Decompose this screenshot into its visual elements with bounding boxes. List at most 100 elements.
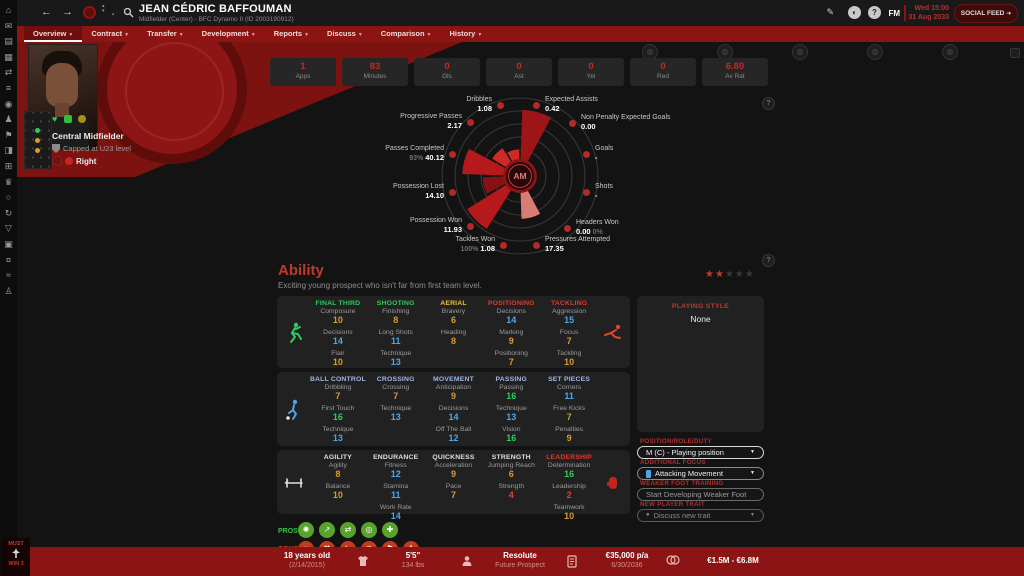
social-feed-arrow-icon: ➜	[1006, 11, 1012, 17]
dev-centre-icon[interactable]: ♙	[4, 285, 13, 296]
stat-box-assists: 0 Ast	[486, 58, 552, 86]
inbox-icon[interactable]: ✉	[4, 20, 13, 31]
attribute-name: Decisions	[323, 329, 353, 336]
stat-box-yellows: 0 Yel	[558, 58, 624, 86]
window-icon[interactable]: ▪	[112, 12, 115, 18]
attribute-name: Technique	[495, 405, 527, 412]
schedule-icon[interactable]: ≡	[5, 82, 12, 93]
chevron-down-icon: ▼	[178, 32, 184, 38]
money-icon	[666, 555, 680, 565]
tactics-icon[interactable]: ▦	[4, 51, 13, 62]
training-icon[interactable]: ⚑	[4, 129, 13, 140]
social-feed-button[interactable]: SOCIAL FEED ➜	[954, 4, 1018, 23]
attribute-box-technical: BALL CONTROL Dribbling 7 First Touch 16 Te…	[277, 372, 630, 446]
attribute-name: Marking	[499, 329, 524, 336]
natural-position-dot	[35, 128, 40, 133]
chevron-down-icon: ▼	[304, 32, 310, 38]
attribute-value: 13	[390, 357, 401, 367]
sync-icon[interactable]: ↻	[4, 207, 13, 218]
attribute-name: Bravery	[441, 308, 466, 315]
attribute-name: Composure	[320, 308, 356, 315]
attribute-value: 6	[450, 315, 456, 325]
stat-box-avrat: 6.80 Av Rat	[702, 58, 768, 86]
attribute-value: 8	[450, 336, 456, 346]
main-content: ◍ ◍ ◍ ◍ ◍ ♥ Central Midfielder Capped at…	[17, 14, 1024, 557]
tab-discuss[interactable]: Discuss ▼	[327, 29, 363, 38]
dribbler-icon	[279, 376, 309, 444]
job-icon[interactable]: ▣	[4, 238, 13, 249]
new-trait-dropdown[interactable]: ● Discuss new trait ▼	[637, 509, 764, 522]
attr-group-passing: PASSING Passing 16 Technique 13 Vision 16	[482, 376, 540, 444]
tab-comparison[interactable]: Comparison ▼	[380, 29, 432, 38]
home-icon[interactable]: ⌂	[5, 5, 12, 15]
attribute-name: Teamwork	[553, 504, 585, 511]
tab-transfer[interactable]: Transfer ▼	[147, 29, 184, 38]
attr-group-tackling: TACKLING Aggression 15 Focus 7 Tackling 10	[540, 300, 598, 367]
foot-row: Right	[52, 156, 252, 166]
attribute-value: 10	[564, 357, 575, 367]
position-role-duty-dropdown[interactable]: M (C) - Playing position ▼	[637, 446, 764, 459]
tab-contract[interactable]: Contract ▼	[91, 29, 130, 38]
attribute-name: Crossing	[382, 384, 410, 391]
attr-group-endurance: ENDURANCE Fitness 12 Stamina 11 Work Rate 1…	[367, 454, 425, 521]
tab-reports[interactable]: Reports ▼	[273, 29, 310, 38]
chevron-down-icon: ▼	[750, 449, 755, 455]
title-bar: ← → ▴ ▾ ▪ JEAN CÉDRIC BAFFOUMAN Midfielde…	[17, 0, 1024, 26]
search-icon[interactable]: ○	[5, 192, 12, 203]
attr-group-shooting: SHOOTING Finishing 8 Long Shots 11 Techniq…	[367, 300, 425, 367]
attribute-name: First Touch	[321, 405, 355, 412]
chart-help-icon[interactable]: ?	[762, 97, 775, 110]
tab-overview[interactable]: Overview ▼	[24, 26, 83, 42]
chart-label-dribbles: Dribbles 1.08	[412, 95, 504, 113]
staff-icon[interactable]: ♟	[4, 114, 13, 125]
media-icon[interactable]: ◨	[4, 145, 13, 156]
height-weight-item: 5'5" 134 lbs	[401, 551, 425, 569]
squad-icon[interactable]: ▤	[4, 36, 13, 47]
ability-stars: ★★★★★	[705, 269, 755, 280]
attribute-value: 7	[393, 391, 399, 401]
game-date: Wed 15:00 31 Aug 2033	[908, 4, 949, 22]
attribute-name: Pace	[445, 483, 462, 490]
search-icon[interactable]	[123, 7, 134, 18]
competitions-icon[interactable]: ♛	[4, 176, 13, 187]
club-icon[interactable]: ◉	[4, 98, 13, 109]
attribute-value: 10	[332, 357, 343, 367]
svg-text:AM: AM	[513, 171, 526, 181]
playing-style-header: PLAYING STYLE	[671, 303, 730, 310]
additional-focus-dropdown[interactable]: Attacking Movement ▼	[637, 467, 764, 480]
weaker-foot-button[interactable]: Start Developing Weaker Foot	[637, 488, 764, 501]
back-arrow-icon[interactable]: ←	[41, 6, 52, 18]
accomplished-position-dot	[35, 138, 40, 143]
chart-help-icon[interactable]: ?	[762, 254, 775, 267]
chart-dot	[583, 151, 590, 158]
ability-title: Ability	[278, 262, 324, 279]
transfers-icon[interactable]: ⇄	[4, 67, 13, 78]
edit-pencil-icon[interactable]: ✎	[826, 7, 834, 17]
profile-icon[interactable]: ◐	[848, 6, 861, 19]
attribute-name: Technique	[380, 350, 412, 357]
attribute-value: 14	[390, 511, 401, 521]
finances-icon[interactable]: ¤	[5, 254, 11, 265]
contract-icon	[567, 555, 577, 568]
attribute-value: 7	[508, 357, 514, 367]
nation-icon[interactable]: ▽	[5, 223, 12, 234]
attr-group-movement: MOVEMENT Anticipation 9 Decisions 14 Off T…	[425, 376, 483, 444]
chart-label-possession-won: Possession Won 11.93	[354, 216, 474, 234]
calendar-icon[interactable]: ⊞	[4, 160, 13, 171]
attribute-value: 11	[564, 391, 574, 401]
accomplished-position-dot	[35, 148, 40, 153]
transfer-value-item: €1.5M - €6.8M	[707, 556, 759, 565]
attribute-name: Balance	[325, 483, 351, 490]
club-crest-icon[interactable]	[83, 6, 96, 19]
spinner-icon[interactable]: ▴ ▾	[102, 3, 105, 14]
stats-icon[interactable]: ≈	[6, 270, 11, 281]
attribute-name: Work Rate	[379, 504, 412, 511]
forward-arrow-icon[interactable]: →	[62, 6, 73, 18]
medal-icon: ◍	[867, 44, 883, 60]
right-foot-icon	[65, 157, 73, 165]
tab-development[interactable]: Development ▼	[201, 29, 256, 38]
attribute-name: Stamina	[383, 483, 409, 490]
poster-figure	[12, 548, 20, 558]
help-icon[interactable]: ?	[868, 6, 881, 19]
tab-history[interactable]: History ▼	[449, 29, 483, 38]
